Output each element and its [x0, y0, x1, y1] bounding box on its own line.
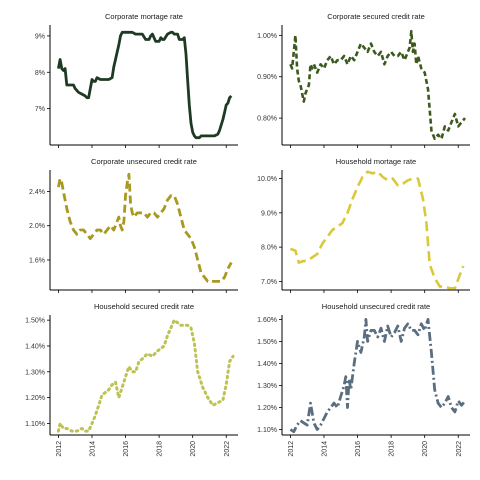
- x-tick-label: 2012: [288, 441, 295, 457]
- x-tick-label: 2020: [422, 441, 429, 457]
- y-tick-label: 1.20%: [25, 395, 45, 402]
- y-tick-label: 1.40%: [257, 361, 277, 368]
- y-tick-label: 7.0%: [261, 279, 277, 286]
- series-line: [56, 318, 235, 433]
- y-tick-label: 8%: [35, 70, 45, 77]
- y-tick-label: 1.6%: [29, 258, 45, 265]
- series-line: [289, 170, 465, 290]
- chart-panel: Household secured credit rate 1.10% 1.20% 1…: [25, 302, 238, 457]
- y-tick-label: 1.00%: [257, 33, 277, 40]
- x-tick-label: 2022: [224, 441, 231, 457]
- y-tick-label: 1.30%: [257, 383, 277, 390]
- series-line: [289, 317, 467, 434]
- series-line: [57, 30, 233, 140]
- y-tick-label: 1.20%: [257, 405, 277, 412]
- x-tick-label: 2018: [389, 441, 396, 457]
- y-tick-label: 9.0%: [261, 210, 277, 217]
- y-tick-label: 9%: [35, 33, 45, 40]
- y-tick-label: 10.0%: [257, 176, 277, 183]
- y-tick-label: 1.50%: [257, 339, 277, 346]
- x-tick-label: 2014: [321, 441, 328, 457]
- x-tick-label: 2014: [89, 441, 96, 457]
- panel-title: Corporate unsecured credit rate: [91, 157, 197, 166]
- y-tick-label: 1.10%: [257, 427, 277, 434]
- chart-panel: Corporate secured credit rate 0.80% 0.90% 1…: [257, 12, 470, 148]
- panel-title: Corporate secured credit rate: [327, 12, 425, 21]
- x-tick-label: 2012: [56, 441, 63, 457]
- panel-title: Corporate mortage rate: [105, 12, 183, 21]
- panel-title: Household secured credit rate: [94, 302, 194, 311]
- y-tick-label: 7%: [35, 106, 45, 113]
- chart-panel: Corporate unsecured credit rate 1.6% 2.0% 2…: [29, 157, 238, 293]
- y-tick-label: 8.0%: [261, 245, 277, 252]
- x-tick-label: 2016: [355, 441, 362, 457]
- y-tick-label: 1.10%: [25, 421, 45, 428]
- y-tick-label: 0.80%: [257, 116, 277, 123]
- chart-panel: Household unsecured credit rate 1.10% 1.20…: [257, 302, 470, 457]
- y-tick-label: 1.50%: [25, 318, 45, 325]
- y-tick-label: 1.40%: [25, 343, 45, 350]
- x-tick-label: 2020: [190, 441, 197, 457]
- y-tick-label: 1.60%: [257, 317, 277, 324]
- series-line: [57, 172, 233, 283]
- y-tick-label: 0.90%: [257, 74, 277, 81]
- y-tick-label: 2.0%: [29, 223, 45, 230]
- x-tick-label: 2016: [123, 441, 130, 457]
- y-tick-label: 2.4%: [29, 189, 45, 196]
- panel-title: Household mortage rate: [336, 157, 416, 166]
- series-line: [289, 29, 467, 141]
- x-tick-label: 2018: [157, 441, 164, 457]
- chart-panel: Household mortage rate 7.0% 8.0% 9.0% 10.0%: [257, 157, 470, 293]
- chart-panel: Corporate mortage rate 7% 8% 9%: [35, 12, 238, 148]
- y-tick-label: 1.30%: [25, 369, 45, 376]
- panel-title: Household unsecured credit rate: [322, 302, 430, 311]
- x-tick-label: 2022: [456, 441, 463, 457]
